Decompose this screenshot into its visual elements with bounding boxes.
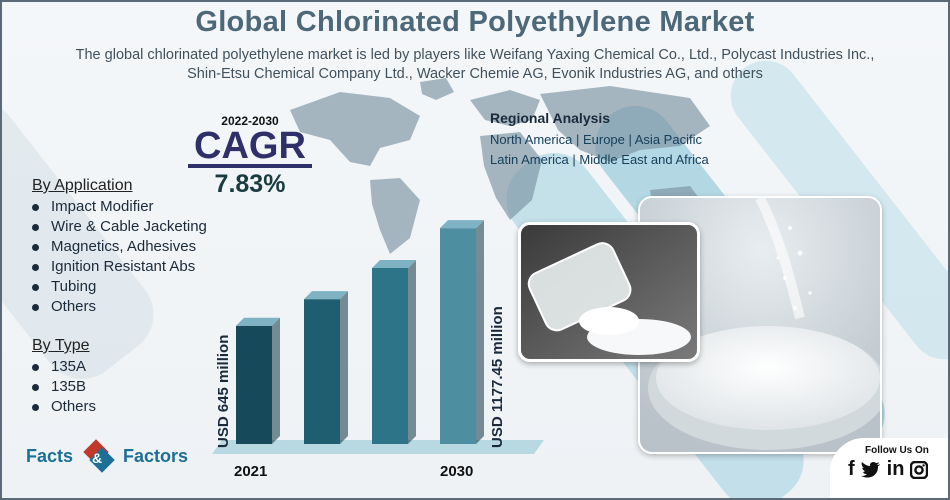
bar-top-2	[372, 260, 416, 268]
market-bar-chart: USD 645 million USD 1177.45 million 2021…	[212, 220, 544, 480]
cagr-value: 7.83%	[214, 170, 286, 198]
by-application-title: By Application	[32, 177, 133, 194]
bar-0	[236, 325, 272, 444]
facebook-icon[interactable]: f	[848, 458, 855, 480]
list-item-label: Tubing	[51, 278, 97, 295]
follow-us-label: Follow Us On	[865, 445, 929, 456]
bar-1	[304, 299, 340, 444]
list-item: Others	[32, 397, 96, 417]
bullet-icon	[32, 363, 39, 371]
by-application-section: By Application Impact Modifier Wire & Ca…	[32, 177, 207, 317]
by-type-title: By Type	[32, 337, 90, 354]
bullet-icon	[32, 243, 39, 251]
list-item: 135B	[32, 377, 96, 397]
bar-side-2	[408, 260, 416, 444]
tick-label-start: 2021	[234, 463, 267, 480]
list-item-label: Others	[51, 398, 97, 415]
tick-label-end: 2030	[440, 463, 473, 480]
world-map-icon	[290, 78, 710, 254]
data-label-start: USD 645 million	[215, 335, 232, 448]
bar-top-3	[440, 220, 484, 229]
list-item: Wire & Cable Jacketing	[32, 217, 207, 237]
list-item-label: Wire & Cable Jacketing	[51, 218, 207, 235]
logo-text-left: Facts	[26, 445, 74, 466]
list-item: Impact Modifier	[32, 197, 207, 217]
twitter-icon[interactable]	[860, 461, 881, 479]
list-item-label: Magnetics, Adhesives	[51, 238, 197, 255]
logo-text-right: Factors	[123, 445, 189, 466]
logo-mark-icon: &	[83, 439, 115, 473]
subtitle-line-1: The global chlorinated polyethylene mark…	[75, 47, 875, 63]
bar-side-1	[340, 291, 348, 444]
bar-side-0	[272, 317, 280, 444]
regional-analysis: Regional Analysis North America | Europe…	[490, 110, 709, 170]
list-item-label: Impact Modifier	[51, 198, 154, 215]
bar-top-0	[236, 317, 280, 326]
linkedin-icon[interactable]: in	[886, 458, 905, 480]
follow-us-panel: Follow Us On f in	[830, 438, 950, 500]
bar-side-3	[476, 220, 484, 444]
cagr-label: CAGR	[188, 127, 312, 168]
regional-line-2: Latin America | Middle East and Africa	[490, 152, 709, 167]
bullet-icon	[32, 403, 39, 411]
page-title: Global Chlorinated Polyethylene Market	[195, 6, 755, 38]
svg-text:&: &	[92, 450, 102, 466]
cagr-years: 2022-2030	[221, 114, 279, 128]
list-item: Ignition Resistant Abs	[32, 257, 207, 277]
bullet-icon	[32, 223, 39, 231]
list-item-label: Ignition Resistant Abs	[51, 258, 196, 275]
by-type-section: By Type 135A 135B Others	[32, 337, 96, 417]
list-item: Others	[32, 297, 207, 317]
brand-logo: Facts & Factors	[26, 437, 188, 475]
list-item: 135A	[32, 357, 96, 377]
list-item: Tubing	[32, 277, 207, 297]
list-item-label: Others	[51, 298, 97, 315]
regional-title: Regional Analysis	[490, 110, 611, 126]
bullet-icon	[32, 383, 39, 391]
bullet-icon	[32, 203, 39, 211]
social-links: f in	[848, 458, 929, 481]
data-label-end: USD 1177.45 million	[489, 306, 506, 448]
bar-top-1	[304, 291, 348, 300]
bullet-icon	[32, 283, 39, 291]
bar-3	[440, 228, 476, 444]
instagram-icon[interactable]	[910, 460, 929, 479]
list-item-label: 135A	[51, 358, 87, 375]
bullet-icon	[32, 303, 39, 311]
powder-jar-photo	[518, 222, 700, 362]
cagr-block: 2022-2030 CAGR 7.83%	[180, 114, 320, 199]
subtitle-line-2: Shin-Etsu Chemical Company Ltd., Wacker …	[187, 66, 763, 82]
bullet-icon	[32, 263, 39, 271]
regional-line-1: North America | Europe | Asia Pacific	[490, 132, 702, 147]
list-item: Magnetics, Adhesives	[32, 237, 207, 257]
list-item-label: 135B	[51, 378, 87, 395]
bar-2	[372, 268, 408, 444]
page-subtitle: The global chlorinated polyethylene mark…	[20, 46, 930, 84]
